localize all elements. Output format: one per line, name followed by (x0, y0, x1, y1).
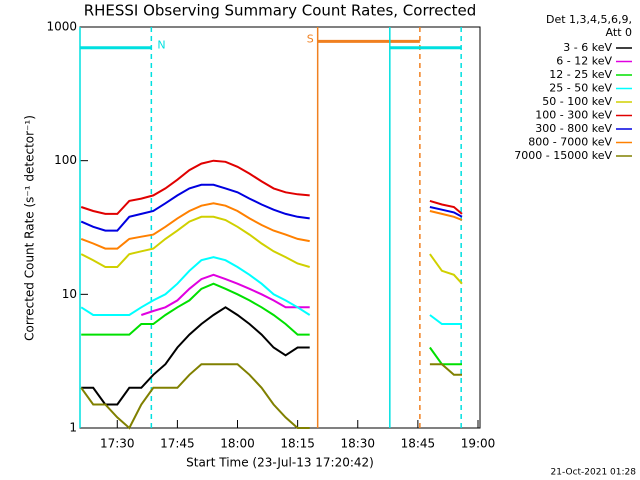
x-tick-label: 18:00 (220, 437, 255, 451)
legend-label: 100 - 300 keV (535, 109, 612, 122)
series-line (80, 363, 462, 430)
interval-label: N (157, 39, 165, 52)
legend-label: 6 - 12 keV (556, 55, 612, 68)
series-line (140, 273, 310, 316)
y-tick-label: 1 (69, 421, 77, 435)
series-line (81, 306, 310, 406)
x-tick-label: 18:30 (340, 437, 375, 451)
series-line (80, 202, 463, 250)
series-line (80, 183, 463, 232)
legend-label: 25 - 50 keV (549, 82, 612, 95)
legend-label: 7000 - 15000 keV (514, 149, 612, 162)
series-line (81, 282, 462, 366)
y-tick-label: 10 (62, 287, 77, 301)
legend-label: 50 - 100 keV (542, 95, 612, 108)
x-tick-label: 19:00 (461, 437, 496, 451)
footer: 21-Oct-2021 01:28 (551, 468, 637, 478)
series-line (80, 159, 463, 215)
y-axis-label: Corrected Count Rate (s⁻¹ detector⁻¹) (23, 115, 37, 341)
legend-label: 800 - 7000 keV (528, 136, 612, 149)
x-tick-label: 17:30 (100, 437, 135, 451)
chart-title: RHESSI Observing Summary Count Rates, Co… (84, 2, 477, 20)
x-tick-label: 18:15 (280, 437, 315, 451)
x-tick-label: 18:45 (401, 437, 436, 451)
legend-label: 12 - 25 keV (549, 68, 612, 81)
legend-title: Att 0 (606, 26, 632, 39)
legend-label: 3 - 6 keV (563, 41, 612, 54)
series-line (80, 215, 463, 285)
x-axis-label: Start Time (23-Jul-13 17:20:42) (186, 456, 374, 470)
x-tick-label: 17:45 (160, 437, 195, 451)
y-tick-label: 100 (54, 153, 77, 167)
y-tick-label: 1000 (46, 20, 77, 34)
legend-title: Det 1,3,4,5,6,9, (546, 13, 632, 26)
legend-label: 300 - 800 keV (535, 122, 612, 135)
interval-label: S (307, 32, 314, 45)
series-line (80, 256, 462, 325)
